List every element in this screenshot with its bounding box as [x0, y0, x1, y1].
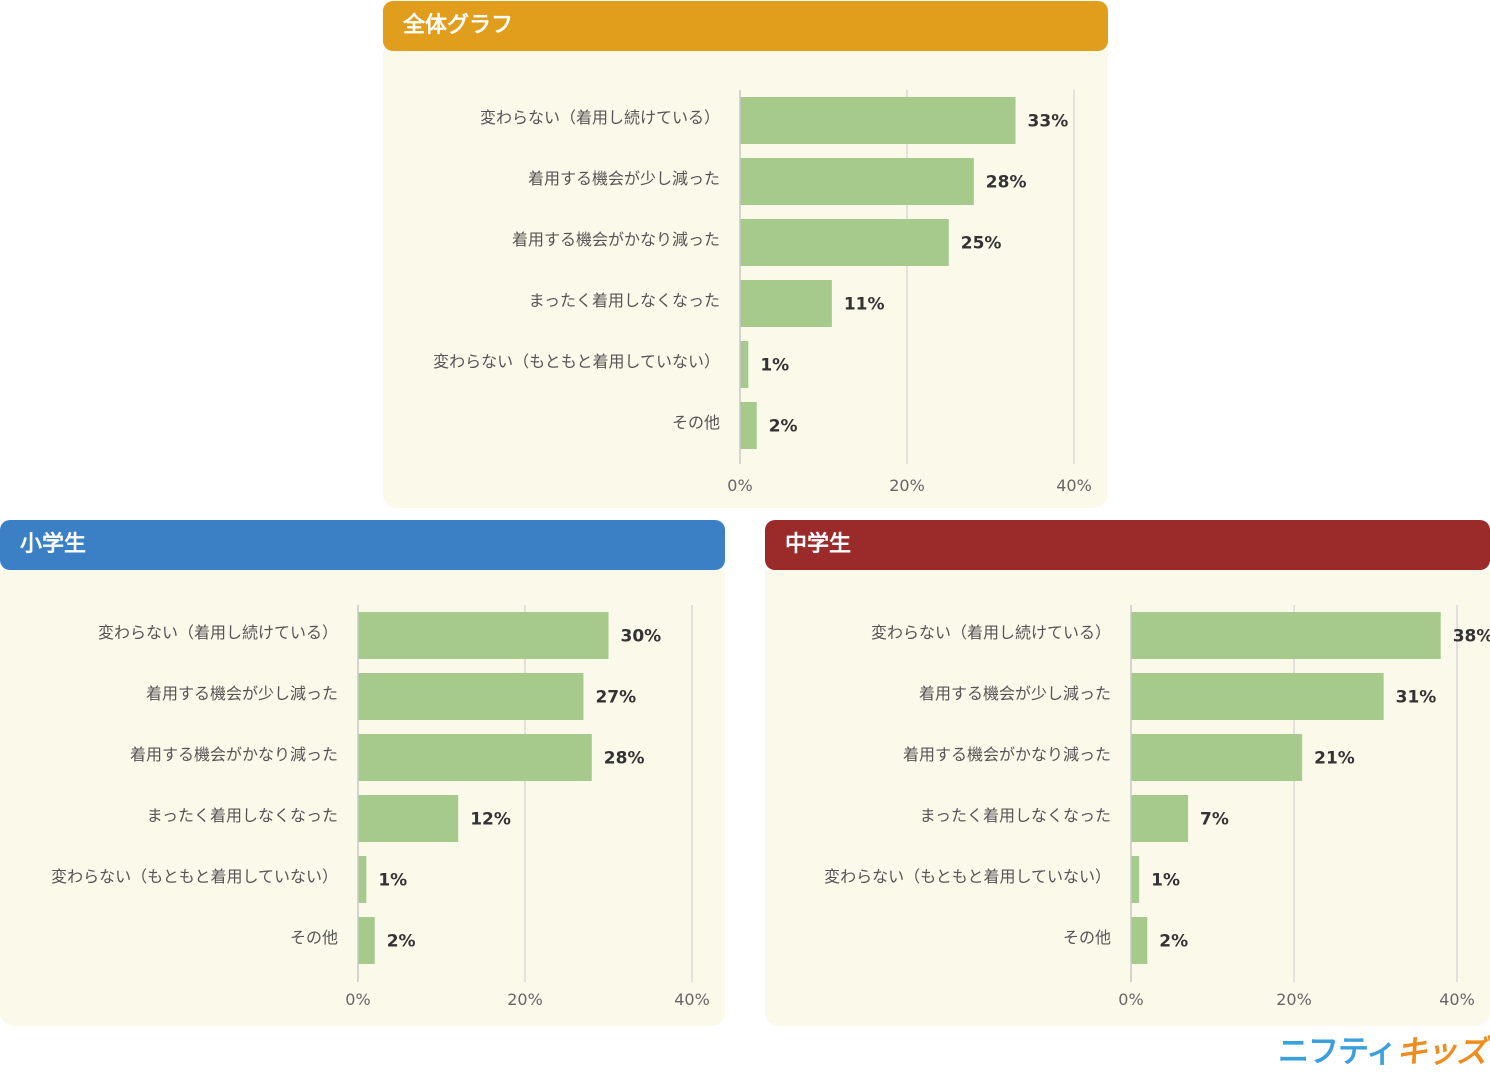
panel-title: 中学生: [765, 520, 1490, 570]
tick-label: 0%: [1118, 990, 1143, 1009]
tick-label: 20%: [889, 476, 925, 495]
logo-text-nifty: ニフティ: [1278, 1034, 1397, 1069]
bar: [1131, 612, 1441, 659]
value-label: 2%: [769, 417, 798, 437]
bar: [1131, 673, 1384, 720]
nifty-kids-logo: ニフティキッズ: [1278, 1030, 1488, 1074]
category-label: その他: [290, 928, 338, 947]
value-label: 1%: [760, 356, 789, 376]
bar: [740, 341, 749, 388]
panel-junior: 中学生 変わらない（着用し続けている） 38% 着用する機会が少し減った 31% 着用す…: [765, 520, 1490, 1026]
bar: [1131, 917, 1148, 964]
category-label: 着用する機会がかなり減った: [903, 745, 1111, 764]
bar: [358, 612, 609, 659]
bar: [740, 219, 949, 266]
panel-title: 小学生: [0, 520, 725, 570]
category-label: 着用する機会が少し減った: [919, 684, 1111, 703]
category-label: 着用する機会が少し減った: [146, 684, 338, 703]
category-label: その他: [672, 413, 720, 432]
chart-area: 変わらない（着用し続けている） 30% 着用する機会が少し減った 27% 着用する機会が…: [0, 570, 725, 1026]
value-label: 31%: [1396, 688, 1437, 708]
tick-label: 40%: [674, 990, 710, 1009]
value-label: 28%: [604, 749, 645, 769]
bar: [1131, 734, 1303, 781]
logo-text-kids: キッズ: [1396, 1034, 1487, 1069]
value-label: 11%: [844, 295, 885, 315]
value-label: 1%: [378, 871, 407, 891]
category-label: 着用する機会が少し減った: [528, 169, 720, 188]
chart-area: 変わらない（着用し続けている） 38% 着用する機会が少し減った 31% 着用する機会が…: [765, 570, 1490, 1026]
bar: [358, 673, 584, 720]
category-label: 着用する機会がかなり減った: [512, 230, 720, 249]
bar-chart: 変わらない（着用し続けている） 38% 着用する機会が少し減った 31% 着用する機会が…: [824, 605, 1490, 1009]
bar-chart: 変わらない（着用し続けている） 33% 着用する機会が少し減った 28% 着用する機会が…: [433, 90, 1092, 495]
panel-elementary: 小学生 変わらない（着用し続けている） 30% 着用する機会が少し減った 27% 着用す…: [0, 520, 725, 1026]
value-label: 21%: [1314, 749, 1355, 769]
category-label: 変わらない（もともと着用していない）: [433, 352, 720, 371]
category-label: 変わらない（着用し続けている）: [871, 623, 1111, 642]
bar: [358, 917, 375, 964]
tick-label: 0%: [727, 476, 752, 495]
tick-label: 0%: [345, 990, 370, 1009]
bar: [1131, 856, 1140, 903]
value-label: 12%: [470, 810, 511, 830]
panel-title: 全体グラフ: [383, 1, 1108, 51]
category-label: 変わらない（着用し続けている）: [98, 623, 338, 642]
value-label: 25%: [961, 234, 1002, 254]
tick-label: 20%: [1276, 990, 1312, 1009]
bar: [358, 856, 367, 903]
bar: [358, 734, 592, 781]
category-label: 変わらない（もともと着用していない）: [51, 867, 338, 886]
value-label: 27%: [595, 688, 636, 708]
tick-label: 20%: [507, 990, 543, 1009]
bar: [740, 280, 832, 327]
panel-overall: 全体グラフ 変わらない（着用し続けている） 33% 着用する機会が少し減った 28% 着…: [383, 1, 1108, 508]
category-label: 着用する機会がかなり減った: [130, 745, 338, 764]
category-label: まったく着用しなくなった: [920, 806, 1111, 825]
value-label: 28%: [986, 173, 1027, 193]
category-label: その他: [1063, 928, 1111, 947]
value-label: 2%: [1159, 932, 1188, 952]
bar: [740, 402, 757, 449]
tick-label: 40%: [1439, 990, 1475, 1009]
value-label: 38%: [1453, 627, 1490, 647]
value-label: 33%: [1028, 112, 1069, 132]
value-label: 1%: [1151, 871, 1180, 891]
bar: [740, 97, 1016, 144]
value-label: 7%: [1200, 810, 1229, 830]
chart-area: 変わらない（着用し続けている） 33% 着用する機会が少し減った 28% 着用する機会が…: [383, 51, 1108, 508]
value-label: 30%: [621, 627, 662, 647]
bar: [1131, 795, 1189, 842]
tick-label: 40%: [1056, 476, 1092, 495]
value-label: 2%: [387, 932, 416, 952]
category-label: 変わらない（もともと着用していない）: [824, 867, 1111, 886]
category-label: まったく着用しなくなった: [147, 806, 338, 825]
bar-chart: 変わらない（着用し続けている） 30% 着用する機会が少し減った 27% 着用する機会が…: [51, 605, 710, 1009]
category-label: 変わらない（着用し続けている）: [480, 108, 720, 127]
category-label: まったく着用しなくなった: [529, 291, 720, 310]
bar: [740, 158, 974, 205]
bar: [358, 795, 459, 842]
